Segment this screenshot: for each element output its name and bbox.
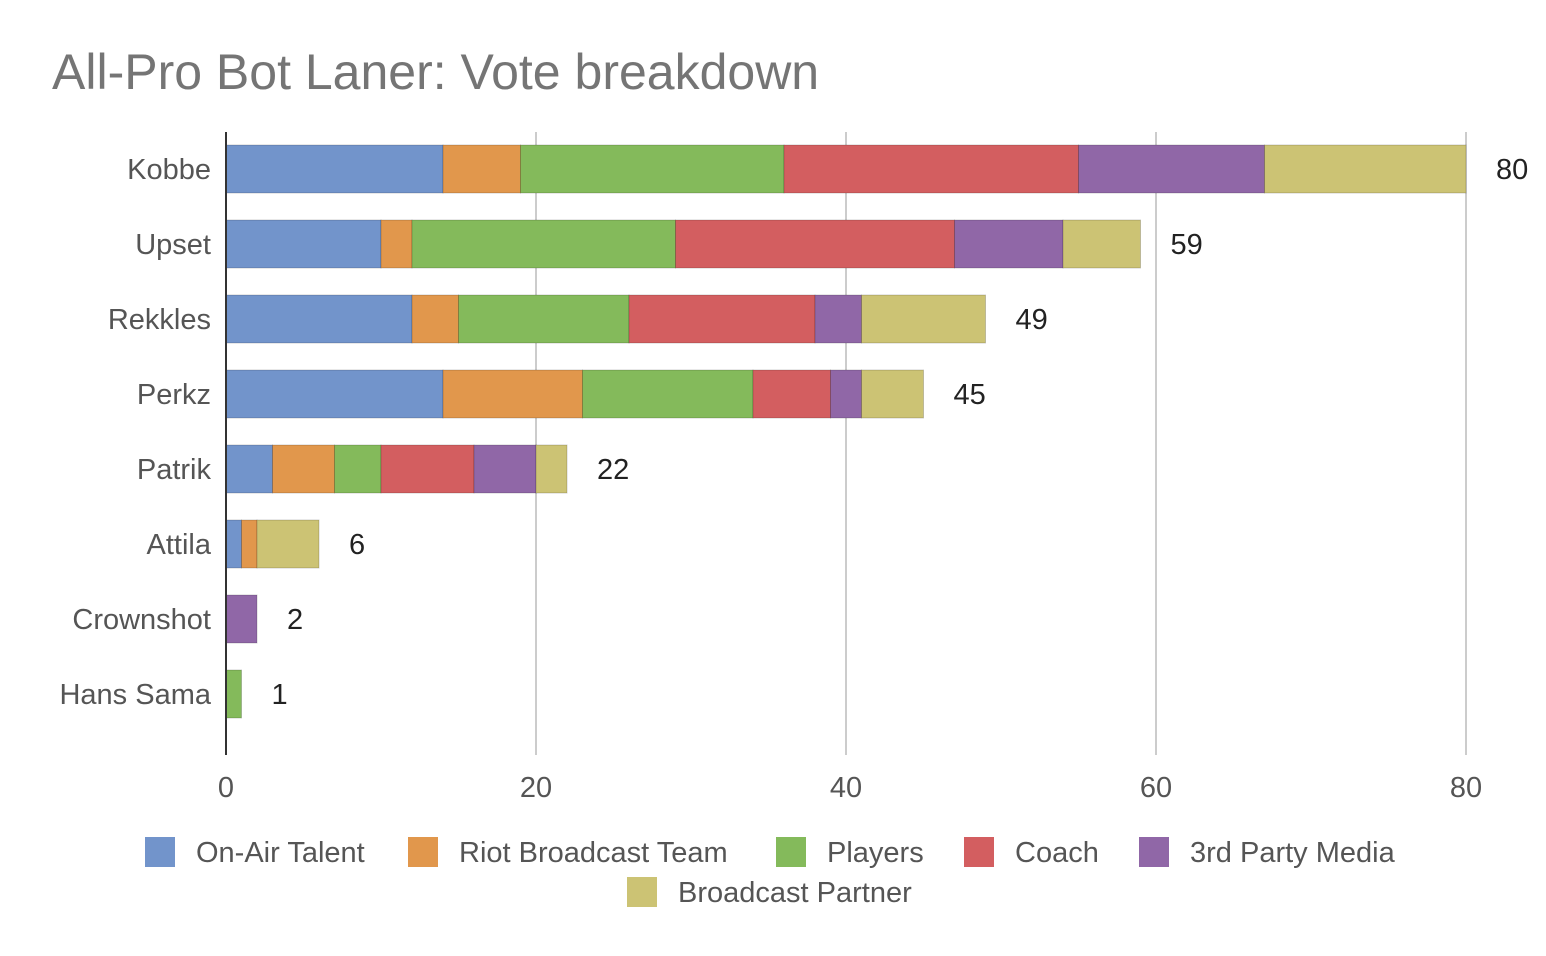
legend-swatch (145, 837, 175, 867)
bar-segment (241, 519, 258, 569)
legend-label: On-Air Talent (196, 837, 365, 869)
bar-segment (225, 669, 242, 719)
bar-segment (582, 369, 754, 419)
bar-segment (1078, 144, 1265, 194)
bar-segment (225, 219, 382, 269)
legend-label: Coach (1015, 837, 1099, 869)
bar-segment (272, 444, 335, 494)
y-category-label: Hans Sama (59, 679, 211, 711)
total-data-label: 2 (287, 604, 303, 636)
bar-segment (380, 444, 475, 494)
legend-label: Riot Broadcast Team (459, 837, 728, 869)
total-data-label: 45 (954, 379, 986, 411)
bar-segment (783, 144, 1079, 194)
x-tick-label: 40 (830, 772, 862, 804)
legend-item: Coach (964, 837, 1099, 869)
total-data-label: 6 (349, 529, 365, 561)
y-category-label: Perkz (137, 379, 211, 411)
bar-segment (628, 294, 816, 344)
bar-segment (225, 369, 444, 419)
bar-segment (814, 294, 862, 344)
bar-segment (954, 219, 1064, 269)
legend-swatch (776, 837, 806, 867)
total-data-label: 49 (1016, 304, 1048, 336)
bar-segment (752, 369, 831, 419)
x-tick-label: 20 (520, 772, 552, 804)
bar-segment (458, 294, 630, 344)
x-tick-label: 80 (1450, 772, 1482, 804)
bar-segment (861, 294, 986, 344)
legend-label: Broadcast Partner (678, 877, 912, 909)
y-category-label: Crownshot (72, 604, 211, 636)
x-tick-label: 60 (1140, 772, 1172, 804)
bar-segment (411, 294, 459, 344)
bar-segment (520, 144, 785, 194)
bar-segment (225, 594, 258, 644)
y-category-label: Rekkles (108, 304, 211, 336)
bars (225, 144, 1467, 719)
bar-segment (256, 519, 320, 569)
total-data-label: 22 (597, 454, 629, 486)
bar-segment (225, 144, 444, 194)
y-category-label: Attila (147, 529, 212, 561)
bar-segment (380, 219, 413, 269)
legend-swatch (964, 837, 994, 867)
y-category-label: Kobbe (127, 154, 211, 186)
legend-item: Players (776, 837, 924, 869)
legend-item: Broadcast Partner (627, 877, 912, 909)
bar-segment (334, 444, 382, 494)
legend-swatch (627, 877, 657, 907)
bar-segment (225, 444, 273, 494)
bar-segment (442, 369, 583, 419)
total-data-label: 59 (1171, 229, 1203, 261)
total-data-label: 80 (1496, 154, 1528, 186)
legend-item: On-Air Talent (145, 837, 365, 869)
bar-segment (861, 369, 924, 419)
x-tick-label: 0 (218, 772, 234, 804)
labels: 0 20 40 60 80 Kobbe 80 Upset 59 Rekkles 49 Perkz 45 P… (59, 154, 1528, 804)
legend-label: 3rd Party Media (1190, 837, 1396, 869)
total-data-label: 1 (272, 679, 288, 711)
legend-swatch (408, 837, 438, 867)
bar-segment (1062, 219, 1141, 269)
bar-segment (830, 369, 862, 419)
bar-segment (473, 444, 537, 494)
y-category-label: Patrik (137, 454, 212, 486)
legend: On-Air Talent Riot Broadcast Team Players C… (145, 837, 1396, 909)
bar-segment (411, 219, 676, 269)
legend-swatch (1139, 837, 1169, 867)
bar-segment (535, 444, 568, 494)
legend-item: 3rd Party Media (1139, 837, 1396, 869)
legend-item: Riot Broadcast Team (408, 837, 728, 869)
bar-segment (1264, 144, 1467, 194)
bar-segment (442, 144, 521, 194)
bar-segment (225, 294, 413, 344)
chart-title: All-Pro Bot Laner: Vote breakdown (52, 44, 819, 100)
bar-segment (675, 219, 955, 269)
bar-segment (225, 519, 242, 569)
y-category-label: Upset (135, 229, 211, 261)
legend-label: Players (827, 837, 924, 869)
